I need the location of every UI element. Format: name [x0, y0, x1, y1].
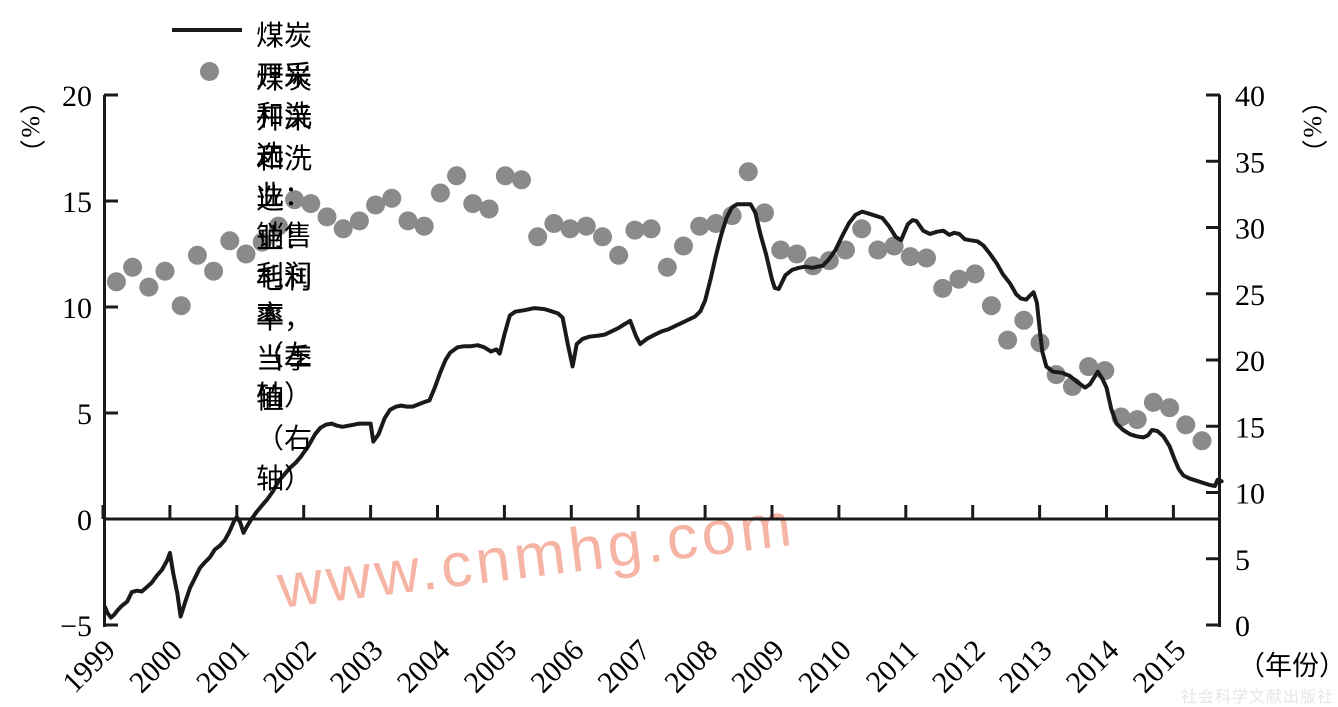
- svg-text:15: 15: [62, 186, 92, 219]
- svg-text:2010: 2010: [792, 634, 858, 700]
- publisher-watermark: 社会科学文献出版社: [1180, 689, 1334, 706]
- svg-text:2004: 2004: [391, 634, 457, 700]
- right-axis-unit-label: （%）: [1298, 88, 1327, 168]
- legend-item-gross-margin: 煤炭开采和洗选业：毛利率，当季值（右轴）: [256, 64, 313, 495]
- svg-text:2002: 2002: [257, 634, 323, 700]
- svg-text:2014: 2014: [1060, 634, 1126, 700]
- svg-text:10: 10: [1235, 478, 1265, 511]
- svg-text:1999: 1999: [56, 634, 122, 700]
- svg-text:2005: 2005: [458, 634, 524, 700]
- svg-text:2013: 2013: [993, 634, 1059, 700]
- svg-text:2001: 2001: [190, 634, 256, 700]
- svg-text:30: 30: [1235, 213, 1265, 246]
- svg-text:20: 20: [62, 80, 92, 113]
- svg-text:2008: 2008: [658, 634, 724, 700]
- svg-text:15: 15: [1235, 411, 1265, 444]
- svg-text:5: 5: [77, 398, 92, 431]
- right-axis-ticks: 40 35 30 25 20 15 10 5 0: [1206, 80, 1265, 643]
- x-axis-title: （年份）: [1238, 651, 1338, 681]
- svg-text:−5: −5: [60, 610, 92, 643]
- legend-line-swatch: [172, 28, 242, 32]
- svg-text:2007: 2007: [591, 634, 657, 700]
- svg-text:2006: 2006: [524, 634, 590, 700]
- svg-text:2011: 2011: [860, 634, 925, 699]
- legend-item-profit-margin: 煤炭开采和洗选业：销售利润率（左轴）: [256, 21, 313, 412]
- left-axis-unit-label: （%）: [16, 88, 45, 168]
- legend-dot-swatch: [200, 62, 219, 81]
- svg-text:25: 25: [1235, 279, 1265, 312]
- svg-text:0: 0: [77, 504, 92, 537]
- svg-text:35: 35: [1235, 146, 1265, 179]
- svg-text:40: 40: [1235, 80, 1265, 113]
- svg-text:10: 10: [62, 292, 92, 325]
- svg-text:2009: 2009: [725, 634, 791, 700]
- svg-text:0: 0: [1235, 610, 1250, 643]
- left-axis-ticks: 20 15 10 5 0 −5: [60, 80, 118, 643]
- svg-text:5: 5: [1235, 544, 1250, 577]
- svg-text:2012: 2012: [926, 634, 992, 700]
- svg-text:20: 20: [1235, 345, 1265, 378]
- svg-text:2003: 2003: [324, 634, 390, 700]
- svg-text:2000: 2000: [123, 634, 189, 700]
- profit-margin-line: [103, 202, 1224, 620]
